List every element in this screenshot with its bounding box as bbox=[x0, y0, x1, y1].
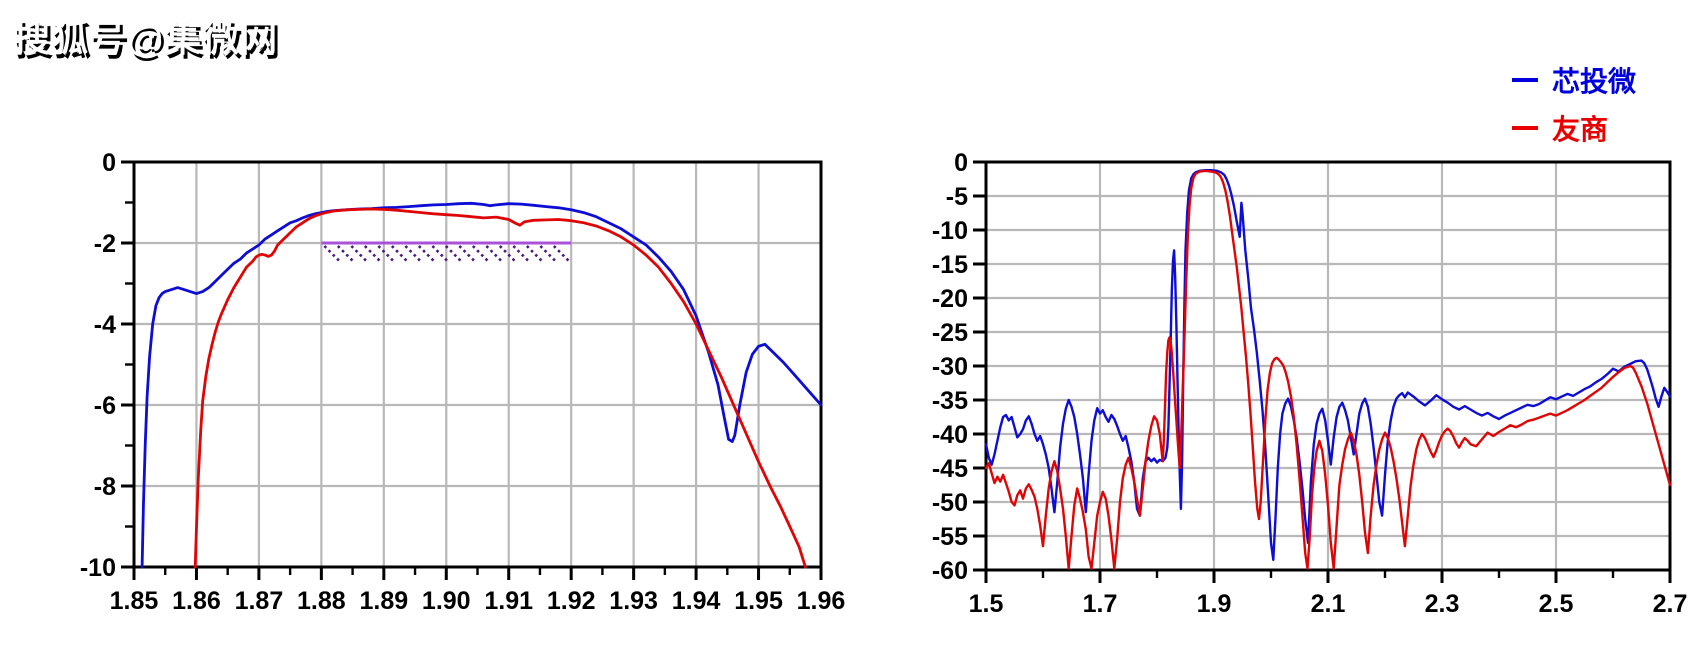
chart1-limit-hatch bbox=[458, 245, 477, 263]
chart1-y-tick-label: -10 bbox=[80, 554, 116, 582]
chart1-x-tick-label: 1.93 bbox=[609, 587, 658, 615]
legend: 芯投微 友商 bbox=[1512, 56, 1636, 152]
legend-item-xintouwei: 芯投微 bbox=[1512, 56, 1636, 104]
chart1-limit-hatch bbox=[377, 245, 396, 263]
chart2-x-tick-label: 1.7 bbox=[1083, 590, 1118, 618]
chart1-limit-hatch bbox=[444, 245, 463, 263]
chart1-y-tick-label: 0 bbox=[102, 149, 116, 177]
chart1-limit-hatch bbox=[471, 245, 490, 263]
legend-label-xintouwei: 芯投微 bbox=[1552, 66, 1637, 97]
chart1-x-tick-label: 1.90 bbox=[422, 587, 471, 615]
chart1-x-tick-label: 1.95 bbox=[734, 587, 783, 615]
chart2-y-tick-label: -40 bbox=[932, 421, 968, 449]
chart1-limit-hatch bbox=[431, 245, 450, 263]
chart1-x-tick-label: 1.94 bbox=[672, 587, 721, 615]
chart2-y-tick-label: -35 bbox=[932, 387, 968, 415]
legend-label-youshang: 友商 bbox=[1552, 114, 1609, 145]
chart2-x-tick-label: 2.3 bbox=[1425, 590, 1460, 618]
legend-dash-red-icon bbox=[1512, 126, 1538, 130]
chart1-limit-hatch bbox=[390, 245, 409, 263]
chart1-limit-hatch bbox=[485, 245, 504, 263]
chart1-series-line-red bbox=[193, 207, 807, 569]
chart1-y-tick-label: -4 bbox=[94, 311, 116, 339]
chart1-x-tick-label: 1.89 bbox=[359, 587, 408, 615]
chart2-x-tick-label: 2.7 bbox=[1653, 590, 1688, 618]
chart1-limit-hatch bbox=[552, 245, 571, 263]
chart2-y-tick-label: -10 bbox=[932, 217, 968, 245]
chart1-limit-hatch bbox=[363, 245, 382, 263]
chart2-x-tick-label: 2.1 bbox=[1311, 590, 1346, 618]
chart1-limit-hatch bbox=[417, 245, 436, 263]
chart2-y-tick-label: -55 bbox=[932, 523, 968, 551]
chart1-y-tick-label: -2 bbox=[94, 230, 116, 258]
chart2-y-tick-label: -25 bbox=[932, 319, 968, 347]
chart1-limit-hatch bbox=[323, 245, 342, 263]
chart1-limit-hatch bbox=[525, 245, 544, 263]
chart1-axis-frame bbox=[132, 160, 823, 569]
chart1-limit-hatch bbox=[539, 245, 558, 263]
chart2-y-tick-label: -30 bbox=[932, 353, 968, 381]
chart2-x-tick-label: 2.5 bbox=[1539, 590, 1574, 618]
chart1-x-tick-label: 1.85 bbox=[110, 587, 159, 615]
legend-dash-blue-icon bbox=[1512, 78, 1538, 82]
chart1-y-tick-label: -6 bbox=[94, 392, 116, 420]
chart2-y-tick-label: -15 bbox=[932, 251, 968, 279]
chart2-y-tick-label: -60 bbox=[932, 557, 968, 585]
chart2-y-tick-label: -5 bbox=[946, 183, 968, 211]
chart2-x-tick-label: 1.9 bbox=[1197, 590, 1232, 618]
chart2-series-line-red bbox=[984, 169, 1672, 570]
chart2-series-line-blue bbox=[984, 169, 1672, 561]
watermark-text: 搜狐号@集微网 bbox=[13, 18, 279, 59]
chart1-series-line-blue bbox=[140, 201, 823, 569]
legend-item-youshang: 友商 bbox=[1512, 104, 1636, 152]
chart2-x-tick-label: 1.5 bbox=[969, 590, 1004, 618]
chart1-limit-hatch bbox=[498, 245, 517, 263]
chart2-y-tick-label: -45 bbox=[932, 455, 968, 483]
chart1-x-tick-label: 1.91 bbox=[484, 587, 533, 615]
chart1-limit-hatch bbox=[336, 245, 355, 263]
chart1-limit-hatch bbox=[350, 245, 369, 263]
chart1-limit-hatch bbox=[404, 245, 423, 263]
chart1-x-tick-label: 1.88 bbox=[297, 587, 346, 615]
chart2-y-tick-label: 0 bbox=[954, 149, 968, 177]
chart1-y-tick-label: -8 bbox=[94, 473, 116, 501]
chart1-x-tick-label: 1.86 bbox=[172, 587, 221, 615]
chart1-limit-hatch bbox=[512, 245, 531, 263]
chart2-y-tick-label: -50 bbox=[932, 489, 968, 517]
chart1-x-tick-label: 1.96 bbox=[797, 587, 846, 615]
chart1-x-tick-label: 1.87 bbox=[235, 587, 284, 615]
chart2-y-tick-label: -20 bbox=[932, 285, 968, 313]
chart1-x-tick-label: 1.92 bbox=[547, 587, 596, 615]
